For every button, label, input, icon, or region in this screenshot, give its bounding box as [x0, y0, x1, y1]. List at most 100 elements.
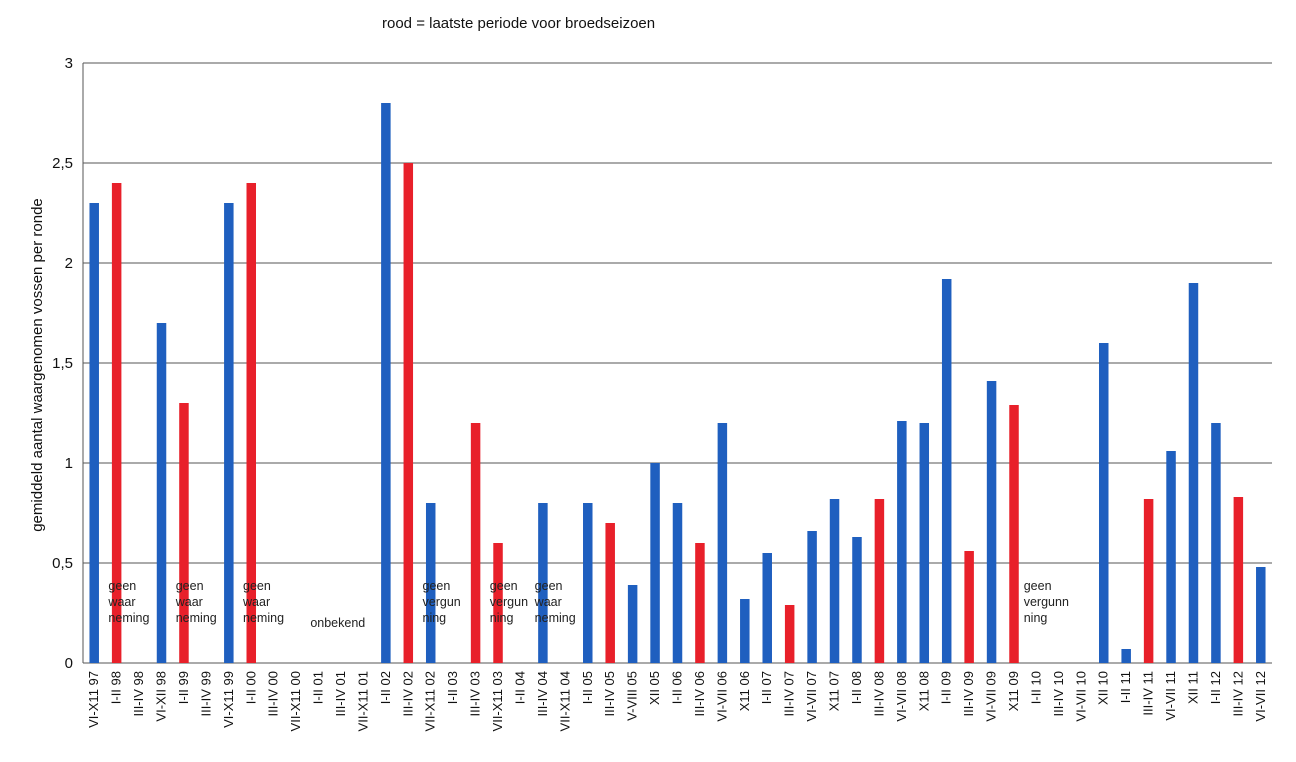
y-tick-label: 1 [65, 455, 73, 472]
bar-blue [1211, 423, 1221, 663]
x-tick-label: III-IV 04 [535, 671, 550, 717]
x-tick-label: X11 07 [827, 671, 842, 711]
x-axis-ticks: VI-X11 97 I-II 98 III-IV 98 VI-XII 98 I-II 9… [86, 671, 1268, 731]
x-tick-label: VI-XII 98 [154, 671, 169, 722]
bar-blue [1098, 343, 1109, 663]
x-tick-label: I-II 04 [512, 671, 527, 704]
bar-blue [583, 503, 593, 663]
x-tick-label: VI-VII 07 [804, 671, 819, 722]
bar-blue [986, 381, 997, 663]
bar-blue [941, 279, 952, 663]
x-tick-label: III-IV 99 [198, 671, 213, 717]
x-tick-label: VI-VII 06 [714, 671, 729, 722]
x-tick-label: VII-X11 04 [557, 671, 572, 731]
x-tick-label: I-II 06 [670, 671, 685, 704]
bar-red [111, 183, 122, 663]
x-tick-label: VI-X11 99 [221, 671, 236, 728]
y-tick-label: 1,5 [52, 355, 73, 372]
bar-blue [1121, 649, 1131, 663]
bar-blue [1256, 567, 1266, 663]
y-tick-label: 3 [65, 55, 73, 72]
x-tick-label: XII 10 [1096, 671, 1111, 705]
x-tick-label: III-IV 01 [333, 671, 348, 717]
bar-blue [672, 503, 683, 663]
bar-blue [807, 531, 817, 663]
x-tick-label: III-IV 00 [266, 671, 281, 717]
x-tick-label: I-II 11 [1118, 671, 1133, 703]
x-tick-label: I-II 10 [1028, 671, 1043, 704]
bar-red [403, 163, 414, 663]
bar-red [1143, 499, 1154, 663]
x-tick-label: III-IV 03 [468, 671, 483, 717]
x-tick-label: I-II 08 [849, 671, 864, 704]
bar-blue [919, 423, 930, 663]
bar-blue [224, 203, 234, 663]
x-tick-label: I-II 09 [939, 671, 954, 704]
y-tick-label: 0,5 [52, 555, 73, 572]
bars [89, 103, 1266, 663]
x-tick-label: I-II 01 [311, 671, 326, 704]
bar-red [493, 543, 503, 663]
x-tick-label: VI-VII 12 [1253, 671, 1268, 722]
x-tick-label: VII-X11 00 [288, 671, 303, 731]
bar-red [874, 499, 885, 663]
annotation: geen waar neming [107, 579, 149, 625]
x-tick-label: III-IV 98 [131, 671, 146, 717]
x-tick-label: V-VIII 05 [625, 671, 640, 721]
bar-blue [89, 203, 99, 663]
annotation: geen vergunn ning [1024, 579, 1069, 625]
bar-blue [897, 421, 907, 663]
annotation: geen waar neming [175, 579, 217, 625]
x-tick-label: VI-VII 08 [894, 671, 909, 722]
y-tick-label: 0 [65, 655, 73, 672]
x-tick-label: III-IV 12 [1230, 671, 1245, 717]
bar-red [695, 543, 705, 663]
x-tick-label: I-II 12 [1208, 671, 1223, 704]
x-tick-label: X11 09 [1006, 671, 1021, 711]
x-tick-label: III-IV 05 [602, 671, 617, 717]
x-tick-label: III-IV 06 [692, 671, 707, 717]
annotations: geen waar neming geen waar neming geen waar nemi… [107, 579, 1069, 630]
bar-blue [717, 423, 728, 663]
bar-blue [627, 585, 638, 663]
y-axis-label: gemiddeld aantal waargenomen vossen per … [29, 198, 46, 532]
x-tick-label: I-II 07 [759, 671, 774, 704]
y-axis-ticks: 0 0,5 1 1,5 2 2,5 3 [52, 55, 73, 672]
bar-blue [425, 503, 436, 663]
x-tick-label: III-IV 07 [782, 671, 797, 717]
annotation: geen waar neming [242, 579, 284, 625]
bar-red [179, 403, 189, 663]
bar-blue [762, 553, 772, 663]
bar-blue [829, 499, 840, 663]
bar-red [784, 605, 795, 663]
x-tick-label: III-IV 08 [871, 671, 886, 717]
bar-blue [156, 323, 167, 663]
x-tick-label: III-IV 09 [961, 671, 976, 717]
x-tick-label: I-II 03 [445, 671, 460, 704]
x-tick-label: XII 05 [647, 671, 662, 705]
x-tick-label: VI-X11 97 [86, 671, 101, 728]
bar-blue [1166, 451, 1176, 663]
bar-blue [538, 503, 548, 663]
x-tick-label: VII-X11 03 [490, 671, 505, 731]
x-tick-label: VI-VII 11 [1163, 671, 1178, 721]
chart-title: rood = laatste periode voor broedseizoen [382, 15, 655, 32]
x-tick-label: III-IV 02 [400, 671, 415, 717]
bar-blue [650, 463, 660, 663]
bar-blue [852, 537, 862, 663]
x-tick-label: III-IV 11 [1141, 671, 1156, 716]
y-tick-label: 2,5 [52, 155, 73, 172]
bar-blue [740, 599, 750, 663]
bar-blue [1188, 283, 1199, 663]
bar-red [1233, 497, 1244, 663]
annotation: geen waar neming [534, 579, 576, 625]
bar-red [605, 523, 615, 663]
x-tick-label: X11 08 [916, 671, 931, 711]
x-tick-label: VI-VII 09 [984, 671, 999, 722]
bar-blue [381, 103, 391, 663]
x-tick-label: X11 06 [737, 671, 752, 711]
bar-red [470, 423, 481, 663]
y-tick-label: 2 [65, 255, 73, 272]
x-tick-label: I-II 02 [378, 671, 393, 704]
